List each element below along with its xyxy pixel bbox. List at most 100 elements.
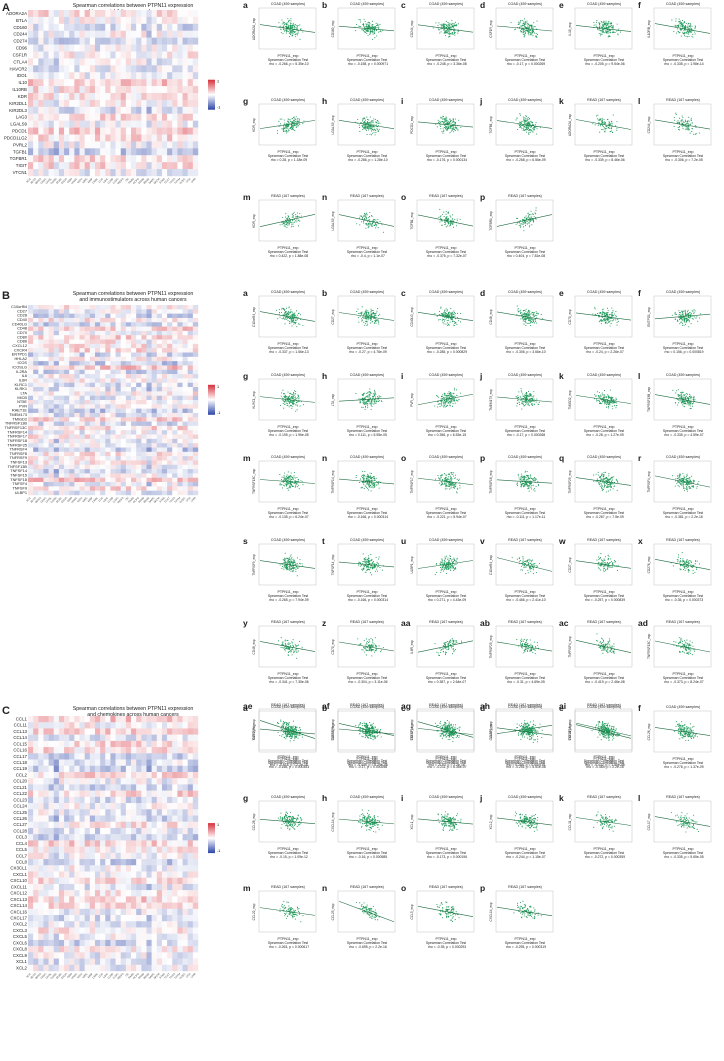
heatmap-cell: [48, 412, 54, 418]
heatmap-cell: [105, 430, 111, 435]
heatmap-cell: [43, 317, 49, 323]
scatter-point: [291, 226, 293, 228]
scatter-point: [300, 28, 302, 30]
heatmap-cell: [125, 317, 132, 323]
scatter-point: [684, 35, 686, 37]
scatter-point: [606, 24, 608, 26]
heatmap-cell: [100, 169, 106, 177]
scatter-point: [367, 34, 369, 36]
heatmap-cell: [38, 382, 44, 388]
heatmap-cell: [64, 326, 70, 332]
heatmap-cell: [167, 412, 173, 418]
heatmap-cell: [131, 369, 137, 375]
heatmap-column-label: LUAD: [106, 496, 114, 504]
heatmap-cell: [38, 490, 44, 496]
scatter-point: [691, 31, 693, 33]
heatmap-cell: [156, 395, 163, 401]
scatter-point: [527, 25, 529, 27]
heatmap-cell: [84, 477, 91, 483]
heatmap-cell: [28, 162, 34, 170]
heatmap-cell: [84, 313, 91, 319]
heatmap-cell: [177, 37, 183, 45]
scatter-point: [371, 315, 373, 317]
heatmap-cell: [136, 451, 142, 457]
heatmap-cell: [58, 86, 65, 94]
heatmap-cell: [177, 305, 183, 310]
scatter-point: [604, 129, 606, 131]
heatmap-cell: [79, 443, 85, 448]
scatter-point: [611, 127, 613, 129]
scatter-point: [612, 28, 614, 30]
heatmap-cell: [110, 460, 116, 465]
scatter-point: [688, 116, 690, 118]
heatmap-cell: [84, 430, 91, 435]
scatter-point: [363, 31, 365, 33]
scatter-point: [448, 122, 451, 124]
heatmap-cell: [177, 438, 183, 444]
scatter-point: [678, 121, 680, 123]
heatmap-cell: [167, 339, 173, 345]
scatter-point: [298, 215, 300, 218]
heatmap-cell: [94, 127, 101, 135]
scatter-point: [681, 28, 683, 30]
scatter-point: [685, 31, 687, 33]
heatmap-cell: [120, 58, 127, 66]
scatter-point: [295, 319, 297, 321]
heatmap-cell: [131, 93, 137, 101]
scatter-point: [377, 24, 379, 26]
heatmap-cell: [141, 348, 147, 353]
heatmap-cell: [192, 339, 199, 345]
scatter-point: [287, 217, 289, 219]
heatmap-cell: [33, 141, 39, 149]
heatmap-cell: [136, 404, 142, 409]
scatter-point: [371, 132, 373, 134]
scatter-point: [374, 27, 376, 29]
heatmap-cell: [110, 30, 116, 38]
scatter-point: [691, 130, 693, 133]
heatmap-cell: [43, 58, 49, 66]
heatmap-cell: [141, 317, 147, 323]
heatmap-cell: [177, 309, 183, 314]
heatmap-row-label: ENTPD1: [12, 352, 27, 357]
heatmap-cell: [177, 322, 183, 327]
heatmap-row-label: IL10: [18, 80, 27, 85]
test-label: Spearman Correlation Test: [662, 58, 704, 62]
heatmap-cell: [167, 313, 173, 319]
heatmap-cell: [146, 374, 152, 379]
heatmap-cell: [43, 438, 49, 444]
heatmap-cell: [172, 486, 178, 491]
scatter-point: [689, 27, 691, 29]
heatmap-cell: [182, 343, 188, 349]
heatmap-cell: [120, 369, 127, 375]
heatmap-cell: [94, 348, 101, 353]
heatmap-cell: [192, 408, 199, 414]
scatter-point: [363, 220, 365, 222]
scatter-point: [375, 124, 377, 126]
scatter-point: [453, 131, 455, 133]
heatmap-cell: [43, 305, 49, 310]
scatter-point: [684, 32, 686, 34]
scatter-point: [693, 31, 695, 33]
scatter-point: [440, 128, 442, 130]
scatter-point: [371, 130, 373, 132]
heatmap-cell: [89, 72, 96, 80]
scatter-point: [674, 24, 676, 26]
heatmap-cell: [156, 148, 163, 156]
heatmap-cell: [48, 93, 54, 101]
scatter-point: [365, 126, 367, 128]
heatmap-cell: [115, 113, 121, 121]
heatmap-cell: [100, 395, 106, 401]
heatmap-cell: [177, 113, 183, 121]
heatmap-cell: [28, 330, 34, 336]
heatmap-cell: [84, 443, 91, 448]
heatmap-cell: [100, 408, 106, 414]
heatmap-column-label: MESO: [116, 496, 124, 504]
heatmap-cell: [151, 65, 157, 73]
heatmap-cell: [125, 473, 132, 478]
heatmap-cell: [125, 412, 132, 418]
heatmap-cell: [69, 127, 75, 135]
heatmap-row-label: TGFB1: [13, 149, 28, 154]
heatmap-cell: [192, 169, 199, 177]
x-axis-label: PTPN11_exp: [514, 246, 536, 250]
scatter-point: [686, 31, 688, 33]
